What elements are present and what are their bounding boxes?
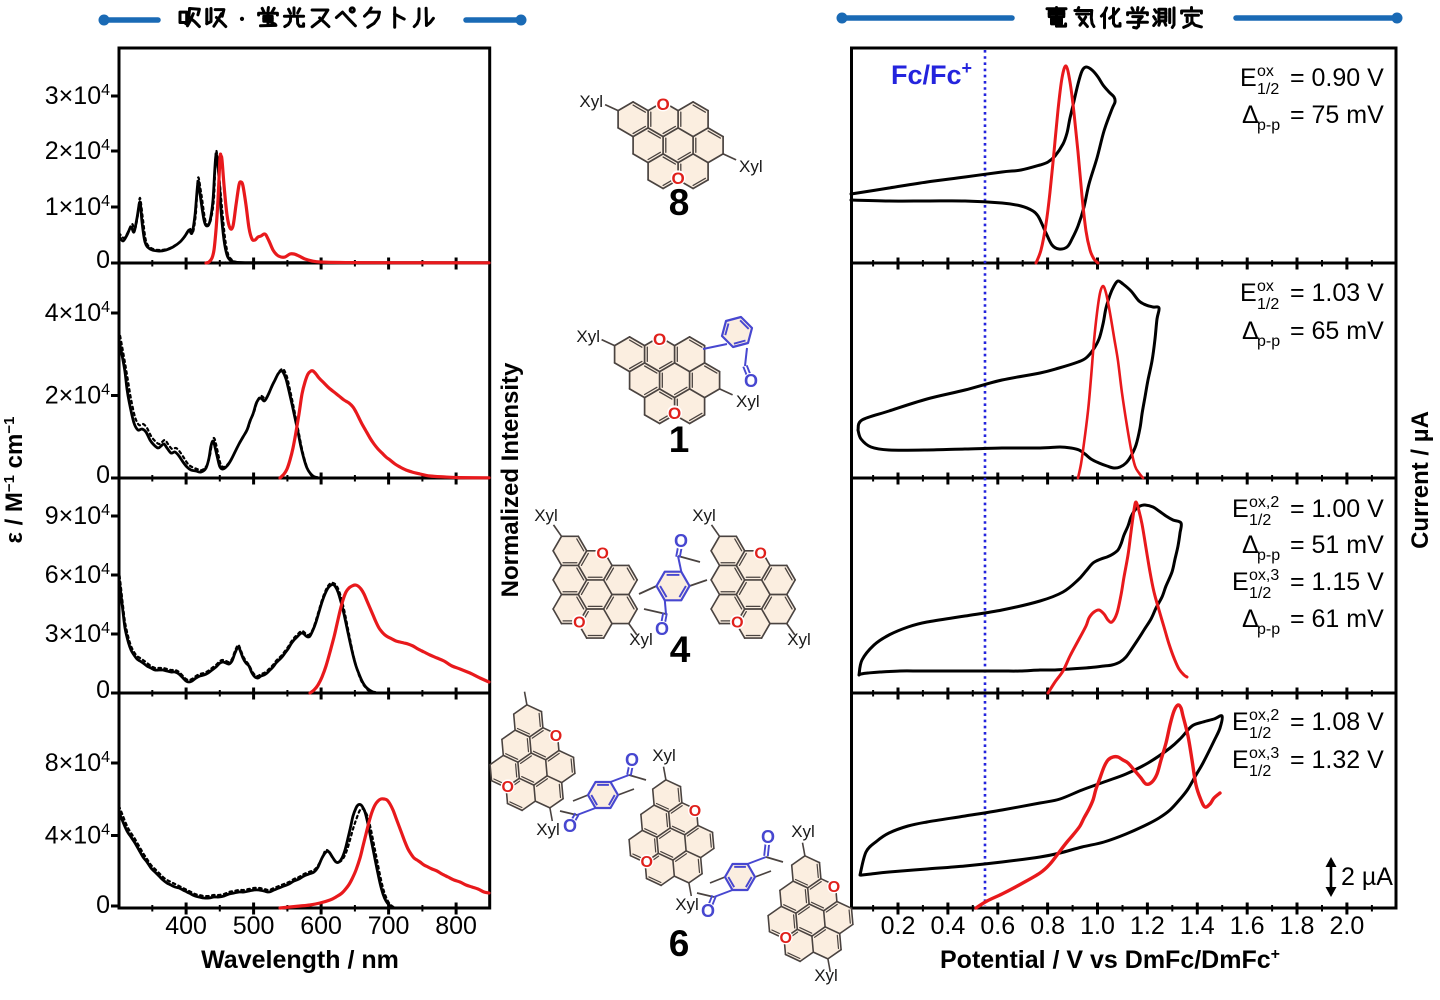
svg-text:O: O <box>640 854 652 871</box>
svg-text:O: O <box>573 615 585 632</box>
svg-text:O: O <box>701 901 715 921</box>
svg-text:2×104: 2×104 <box>45 382 110 410</box>
svg-text:O: O <box>625 750 639 770</box>
svg-text:500: 500 <box>233 912 275 940</box>
svg-text:4×104: 4×104 <box>45 299 110 327</box>
svg-text:0.2: 0.2 <box>881 912 916 940</box>
svg-text:1.2: 1.2 <box>1130 912 1165 940</box>
svg-text:3×104: 3×104 <box>45 620 110 648</box>
svg-text:Wavelength / nm: Wavelength / nm <box>201 946 399 974</box>
svg-text:Xyl: Xyl <box>652 746 676 765</box>
svg-text:O: O <box>653 330 666 349</box>
svg-text:0.6: 0.6 <box>980 912 1015 940</box>
svg-text:O: O <box>689 803 701 820</box>
svg-text:Xyl: Xyl <box>579 92 603 111</box>
svg-text:O: O <box>761 827 775 847</box>
svg-text:Current / µA: Current / µA <box>1407 411 1434 549</box>
svg-text:O: O <box>668 404 681 423</box>
svg-text:O: O <box>754 545 766 562</box>
svg-text:O: O <box>563 816 577 836</box>
svg-text:Xyl: Xyl <box>576 327 600 346</box>
svg-text:Xyl: Xyl <box>787 630 811 649</box>
svg-text:700: 700 <box>368 912 410 940</box>
svg-text:800: 800 <box>435 912 477 940</box>
svg-text:9×104: 9×104 <box>45 502 110 530</box>
svg-text:4×104: 4×104 <box>45 822 110 850</box>
svg-text:2.0: 2.0 <box>1330 912 1365 940</box>
svg-text:Xyl: Xyl <box>791 822 815 841</box>
svg-text:O: O <box>671 169 684 188</box>
svg-text:Xyl: Xyl <box>534 506 558 525</box>
svg-text:1: 1 <box>669 419 690 460</box>
svg-text:Eox,31/2 = 1.15 V: Eox,3 1/2 = 1.15 V <box>1232 567 1384 602</box>
svg-text:O: O <box>828 879 840 896</box>
svg-text:1×104: 1×104 <box>45 193 110 221</box>
svg-text:1.0: 1.0 <box>1080 912 1115 940</box>
svg-text:Fc/Fc+: Fc/Fc+ <box>891 58 972 90</box>
svg-text:Xyl: Xyl <box>739 157 763 176</box>
svg-text:O: O <box>501 779 513 796</box>
svg-text:0.4: 0.4 <box>930 912 965 940</box>
svg-text:0: 0 <box>96 676 110 704</box>
svg-text:0: 0 <box>96 461 110 489</box>
svg-text:O: O <box>674 531 688 551</box>
svg-text:0: 0 <box>96 246 110 274</box>
svg-text:6×104: 6×104 <box>45 561 110 589</box>
svg-text:Xyl: Xyl <box>629 630 653 649</box>
svg-text:1.8: 1.8 <box>1280 912 1315 940</box>
svg-text:O: O <box>550 728 562 745</box>
svg-text:4: 4 <box>670 629 691 670</box>
svg-text:Xyl: Xyl <box>536 820 560 839</box>
svg-text:O: O <box>779 930 791 947</box>
svg-text:1.4: 1.4 <box>1180 912 1215 940</box>
svg-text:0.8: 0.8 <box>1030 912 1065 940</box>
svg-text:Xyl: Xyl <box>814 966 838 985</box>
svg-text:O: O <box>596 545 608 562</box>
svg-text:3×104: 3×104 <box>45 82 110 110</box>
svg-text:Normalized Intensity: Normalized Intensity <box>497 362 524 597</box>
svg-text:Eox,21/2 = 1.08 V: Eox,2 1/2 = 1.08 V <box>1232 707 1384 742</box>
svg-text:Xyl: Xyl <box>692 506 716 525</box>
svg-text:8×104: 8×104 <box>45 749 110 777</box>
svg-text:8: 8 <box>669 182 690 223</box>
svg-text:1.6: 1.6 <box>1230 912 1265 940</box>
svg-text:Xyl: Xyl <box>736 392 760 411</box>
svg-text:O: O <box>655 619 669 639</box>
svg-text:O: O <box>656 95 669 114</box>
svg-text:Potential / V vs DmFc/DmFc+: Potential / V vs DmFc/DmFc+ <box>940 946 1280 974</box>
svg-text:O: O <box>744 371 758 391</box>
svg-text:2×104: 2×104 <box>45 137 110 165</box>
svg-text:6: 6 <box>669 923 690 964</box>
svg-text:Xyl: Xyl <box>675 895 699 914</box>
svg-text:400: 400 <box>165 912 207 940</box>
svg-text:2 µA: 2 µA <box>1341 863 1393 891</box>
svg-text:O: O <box>731 615 743 632</box>
svg-text:0: 0 <box>96 891 110 919</box>
svg-text:600: 600 <box>300 912 342 940</box>
svg-text:Δp-p = 75 mV: Δp-p = 75 mV <box>1242 101 1384 134</box>
